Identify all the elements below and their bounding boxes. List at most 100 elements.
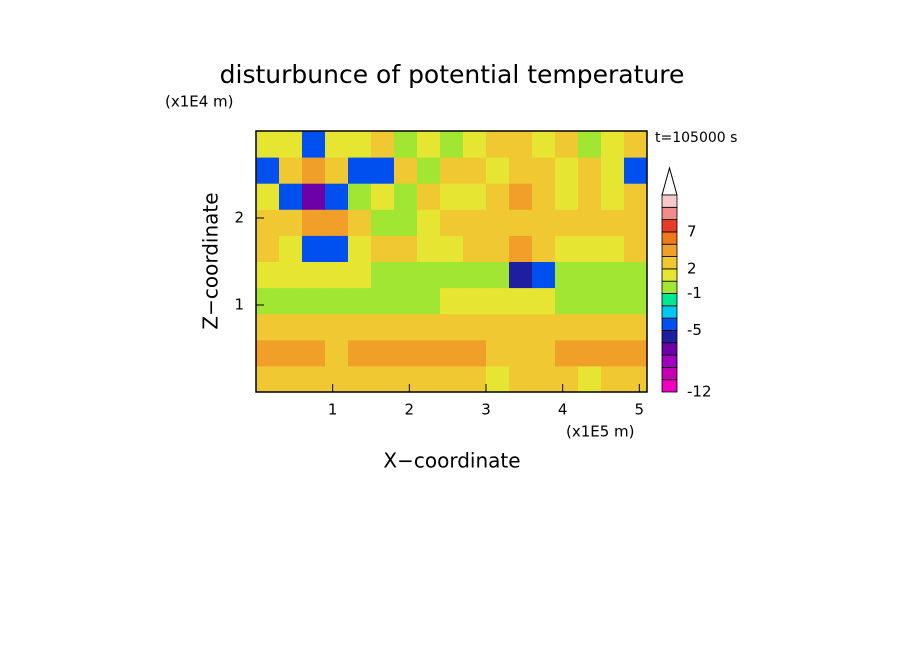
y-tick-label: 2: [234, 209, 244, 227]
field-cell: [601, 313, 625, 341]
field-cell: [325, 235, 349, 262]
field-cell: [302, 131, 326, 158]
field-cell: [624, 339, 648, 367]
field-cell: [601, 209, 625, 236]
field-cell: [302, 235, 326, 262]
field-cell: [256, 313, 280, 341]
field-cell: [532, 261, 556, 289]
field-cell: [325, 313, 349, 341]
field-cell: [417, 235, 441, 262]
field-cell: [486, 339, 510, 367]
field-cell: [509, 339, 533, 367]
field-cell: [624, 157, 648, 184]
field-cell: [578, 235, 602, 262]
x-unit: (x1E5 m): [566, 423, 635, 441]
colorbar-box: [661, 243, 678, 257]
field-cell: [325, 131, 349, 158]
field-cell: [624, 131, 648, 158]
field-cell: [325, 261, 349, 289]
field-cell: [394, 261, 418, 289]
field-cell: [440, 339, 464, 367]
field-cell: [417, 183, 441, 210]
field-cell: [624, 183, 648, 210]
field-cell: [555, 209, 579, 236]
field-cell: [348, 365, 372, 393]
field-cell: [348, 209, 372, 236]
colorbar-box: [661, 379, 678, 393]
field-cell: [463, 287, 487, 315]
field-cell: [509, 157, 533, 184]
field-cell: [394, 131, 418, 158]
field-cell: [463, 339, 487, 367]
plot-frame: [255, 130, 648, 393]
field-cell: [279, 313, 303, 341]
colorbar-extension: [661, 166, 678, 196]
field-cell: [509, 313, 533, 341]
field-cell: [371, 287, 395, 315]
field-cell: [463, 183, 487, 210]
field-cell: [325, 209, 349, 236]
field-cell: [486, 131, 510, 158]
field-cell: [463, 209, 487, 236]
field-cell: [486, 365, 510, 393]
colorbar-box: [661, 366, 678, 381]
field-cell: [601, 183, 625, 210]
field-cell: [463, 261, 487, 289]
field-cell: [532, 183, 556, 210]
field-cell: [302, 183, 326, 210]
field-cell: [578, 313, 602, 341]
field-cell: [463, 313, 487, 341]
chart-title: disturbunce of potential temperature: [220, 60, 685, 89]
field-cell: [486, 157, 510, 184]
field-cell: [532, 209, 556, 236]
colorbar-box: [661, 194, 678, 208]
field-cell: [440, 209, 464, 236]
field-cell: [325, 183, 349, 210]
field-cell: [279, 157, 303, 184]
field-cell: [302, 339, 326, 367]
field-cell: [624, 235, 648, 262]
field-cell: [417, 209, 441, 236]
field-cell: [394, 287, 418, 315]
field-cell: [440, 131, 464, 158]
field-cell: [463, 157, 487, 184]
field-cell: [256, 339, 280, 367]
field-cell: [624, 261, 648, 289]
colorbar-box: [661, 206, 678, 221]
field-cell: [394, 235, 418, 262]
field-cell: [601, 261, 625, 289]
field-cell: [256, 365, 280, 393]
field-cell: [371, 313, 395, 341]
field-cell: [394, 339, 418, 367]
field-cell: [555, 131, 579, 158]
field-cell: [532, 287, 556, 315]
field-cell: [555, 287, 579, 315]
field-cell: [532, 157, 556, 184]
field-cell: [578, 157, 602, 184]
field-cell: [509, 209, 533, 236]
field-cell: [509, 183, 533, 210]
field-cell: [348, 261, 372, 289]
colorbar-label: 2: [687, 259, 697, 277]
x-tick-label: 1: [328, 401, 338, 419]
field-cell: [302, 313, 326, 341]
field-cell: [532, 131, 556, 158]
field-cell: [624, 365, 648, 393]
field-cell: [486, 313, 510, 341]
field-cell: [348, 157, 372, 184]
colorbar-box: [661, 293, 678, 307]
x-axis-label: X−coordinate: [383, 449, 520, 473]
field-cell: [440, 287, 464, 315]
field-cell: [348, 131, 372, 158]
x-tick-label: 3: [481, 401, 491, 419]
colorbar-label: 7: [687, 222, 697, 240]
field-cell: [256, 287, 280, 315]
field-cell: [463, 365, 487, 393]
field-cell: [371, 339, 395, 367]
field-cell: [394, 313, 418, 341]
field-cell: [417, 157, 441, 184]
field-cell: [371, 183, 395, 210]
x-tick-label: 4: [558, 401, 568, 419]
field-cell: [417, 287, 441, 315]
